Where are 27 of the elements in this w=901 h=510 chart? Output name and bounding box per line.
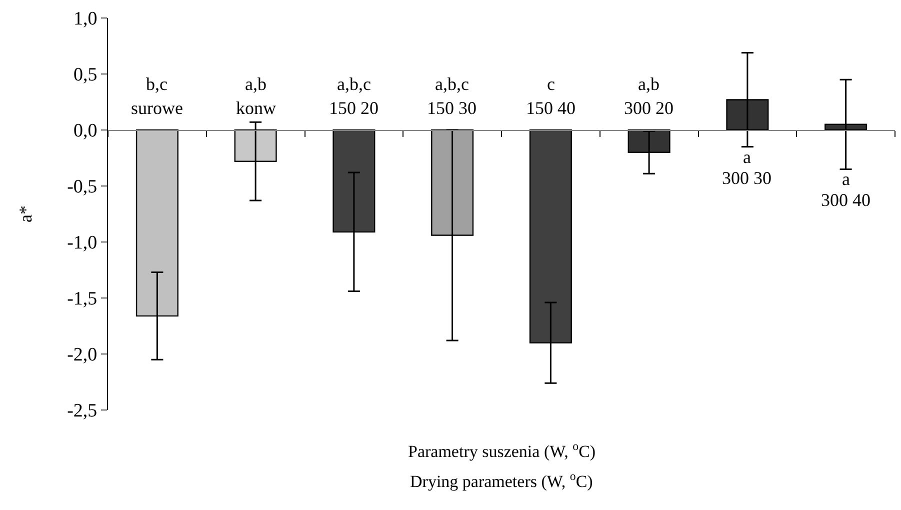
y-tick-label: -2,0: [67, 344, 98, 366]
data-label: a,b,c: [337, 74, 371, 94]
data-label: a,b,c: [435, 74, 469, 94]
data-label: b,c: [146, 74, 168, 94]
x-tick-label: 150 20: [329, 98, 378, 118]
x-tick-label: konw: [236, 98, 276, 118]
x-tick-label: 150 40: [526, 98, 576, 118]
x-axis-title: Parametry suszenia (W, $^{o}$C): [408, 439, 596, 462]
x-tick-label: 300 40: [821, 190, 870, 210]
y-tick-label: -0,5: [67, 176, 98, 198]
y-tick-label: -2,5: [67, 400, 98, 422]
data-label: c: [547, 74, 555, 94]
data-label: a,b: [245, 74, 266, 94]
y-tick-label: 0,0: [73, 120, 98, 142]
y-tick-label: -1,0: [67, 232, 98, 254]
data-label: a: [743, 147, 751, 167]
data-label: a,b: [638, 74, 660, 94]
x-tick-label: surowe: [131, 98, 183, 118]
y-axis-title: a*: [15, 206, 36, 222]
data-label: a: [842, 169, 850, 189]
x-tick-label: 300 30: [722, 168, 772, 188]
y-tick-label: 1,0: [73, 8, 98, 30]
y-tick-label: 0,5: [73, 64, 98, 86]
text: Drying parameters (W, $^{o}$C): [410, 469, 593, 492]
x-tick-label: 150 30: [427, 98, 476, 118]
x-tick-label: 300 20: [624, 98, 674, 118]
y-tick-label: -1,5: [67, 288, 98, 310]
